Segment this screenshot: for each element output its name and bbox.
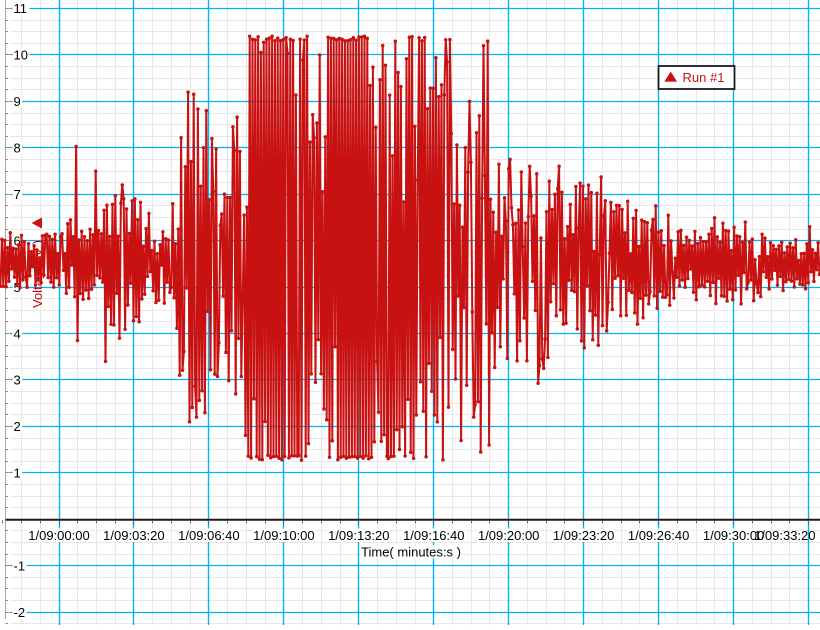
svg-text:1/09:16:40: 1/09:16:40: [403, 528, 464, 543]
svg-text:7: 7: [14, 187, 21, 202]
svg-text:1/09:26:40: 1/09:26:40: [628, 528, 689, 543]
svg-text:4: 4: [14, 326, 21, 341]
svg-text:1/09:10:00: 1/09:10:00: [253, 528, 314, 543]
svg-text:6: 6: [14, 233, 21, 248]
svg-text:Run #1: Run #1: [683, 70, 725, 85]
svg-text:-1: -1: [14, 558, 26, 573]
svg-text:9: 9: [14, 94, 21, 109]
svg-text:1: 1: [14, 466, 21, 481]
svg-text:-2: -2: [14, 605, 26, 620]
svg-text:1/09:03:20: 1/09:03:20: [103, 528, 164, 543]
svg-text:1/09:30:00: 1/09:30:00: [703, 528, 764, 543]
svg-text:1/09:23:20: 1/09:23:20: [553, 528, 614, 543]
svg-text:1/09:00:00: 1/09:00:00: [28, 528, 89, 543]
svg-text:3: 3: [14, 373, 21, 388]
svg-text:11: 11: [14, 1, 28, 16]
svg-text:10: 10: [14, 48, 28, 63]
svg-text:8: 8: [14, 141, 21, 156]
svg-text:2: 2: [14, 419, 21, 434]
svg-text:1/09:06:40: 1/09:06:40: [178, 528, 239, 543]
svg-text:1/09:13:20: 1/09:13:20: [328, 528, 389, 543]
svg-text:1/09:20:00: 1/09:20:00: [478, 528, 539, 543]
svg-text:5: 5: [14, 280, 21, 295]
svg-text:1/09:33:20: 1/09:33:20: [754, 528, 815, 543]
svg-text:Time( minutes:s ): Time( minutes:s ): [361, 545, 461, 560]
